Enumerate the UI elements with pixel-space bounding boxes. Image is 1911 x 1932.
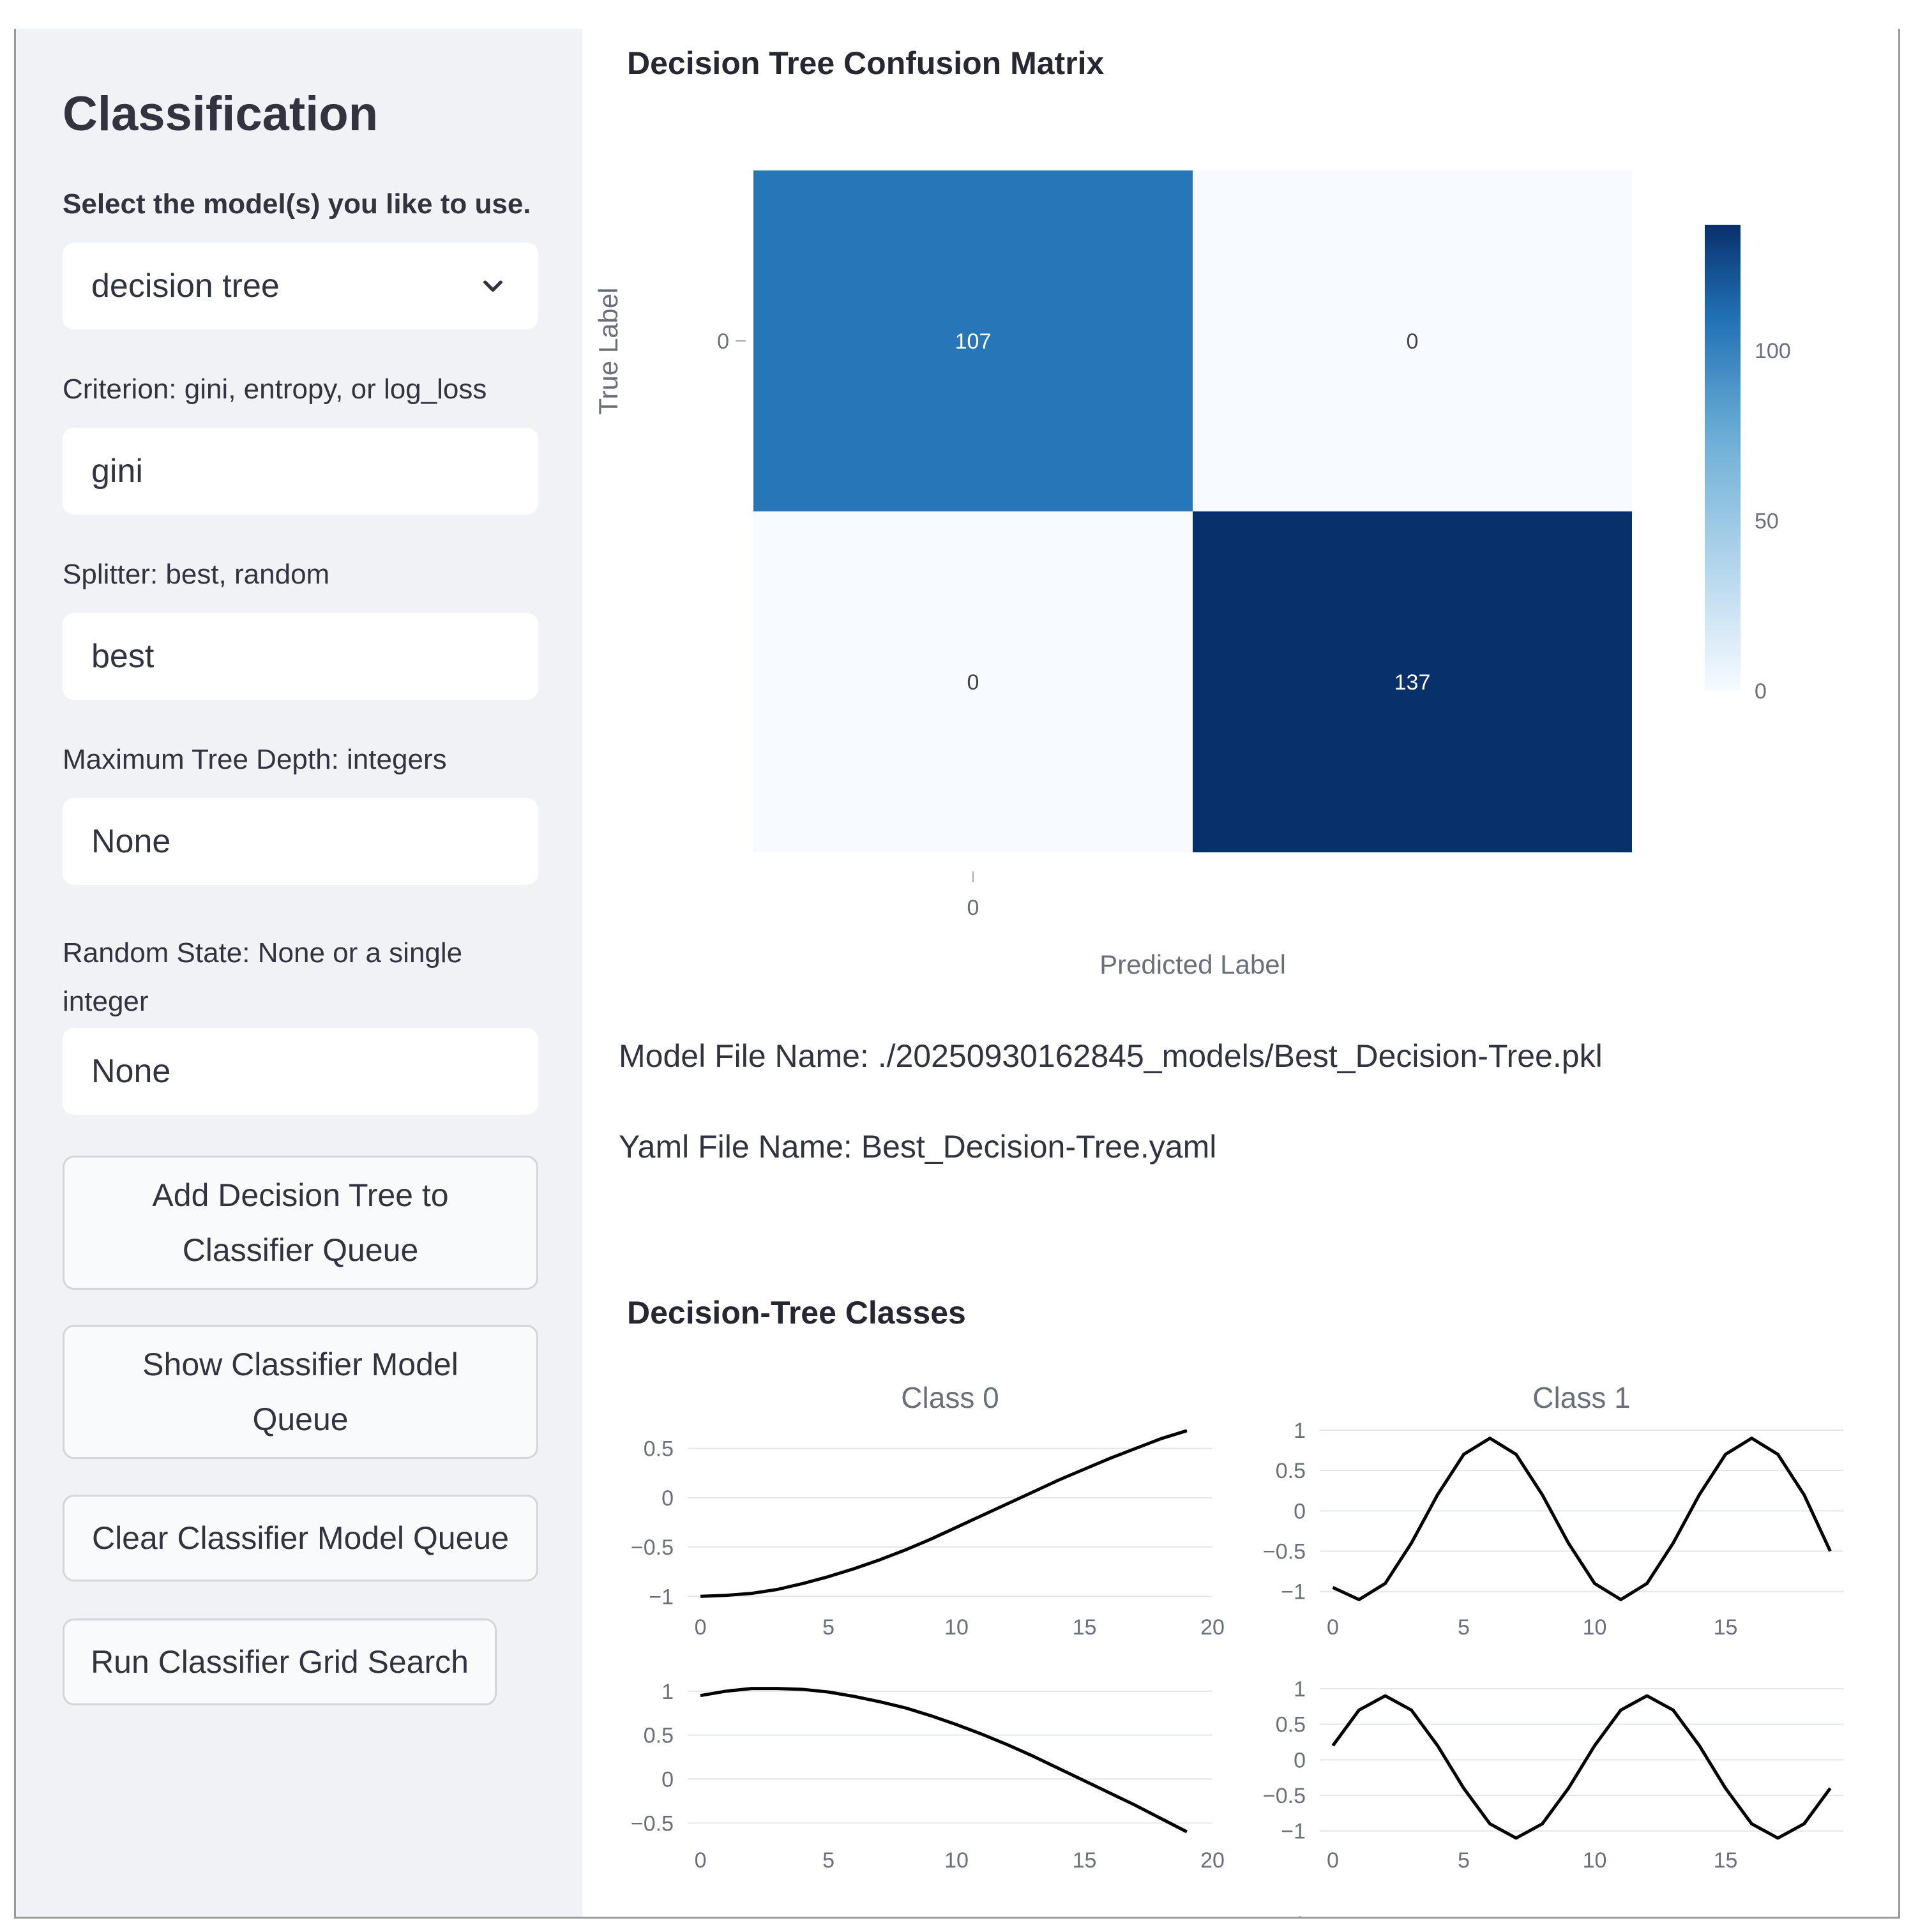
class-line-charts: Class 0 Class 10.50−0.5−10 5 10 15 2010.50−0.… — [631, 1381, 1843, 1919]
y-tick-label: 0 — [1294, 1748, 1306, 1772]
x-tick-label: 10 — [1583, 1615, 1607, 1640]
y-tick-label: 0.5 — [644, 1724, 674, 1748]
add-to-queue-button[interactable]: Add Decision Tree to Classifier Queue — [63, 1156, 538, 1290]
confusion-matrix-chart: 107 0 0 137 0 0 Predicted Label True Label 0 50 10… — [593, 170, 1791, 979]
y-tick-label: 0.5 — [1276, 1713, 1306, 1737]
show-queue-button[interactable]: Show Classifier Model Queue — [63, 1325, 538, 1459]
yaml-file-name: Yaml File Name: Best_Decision-Tree.yaml — [619, 1129, 1217, 1165]
x-tick-label: 10 — [944, 1848, 969, 1873]
model-select-value: decision tree — [91, 268, 280, 305]
y-tick-label: −0.5 — [1263, 1784, 1306, 1808]
model-select-label: Select the model(s) you like to use. — [63, 188, 531, 220]
y-tick-label: 1 — [661, 1680, 674, 1704]
x-tick-label: 0 — [695, 1848, 707, 1873]
x-tick-label: 10 — [944, 1615, 969, 1640]
sidebar: Classification Select the model(s) you l… — [16, 29, 582, 1917]
heatmap-cell-label: 0 — [1407, 329, 1419, 354]
main-panel: Decision Tree Confusion Matrix 107 0 0 137 0… — [582, 29, 1898, 1917]
y-tick-label: 0 — [661, 1486, 674, 1511]
y-tick-label: 0.5 — [1276, 1459, 1306, 1483]
y-tick-label: 1 — [1294, 1912, 1306, 1919]
x-tick-label: 15 — [1073, 1615, 1097, 1640]
model-file-name: Model File Name: ./20250930162845_models… — [619, 1038, 1603, 1074]
colorbar-tick-label: 50 — [1755, 509, 1779, 534]
x-tick-label: 5 — [822, 1615, 835, 1640]
chevron-down-icon — [483, 280, 502, 292]
line-subplot: 1 0.5 0 −0.5 0 5 10 15 20 — [631, 1680, 1225, 1873]
colorbar-tick-label: 0 — [1755, 679, 1767, 704]
x-tick-label: 15 — [1073, 1848, 1097, 1873]
y-tick-label: 0 — [1294, 1499, 1306, 1523]
line-subplot: 0.5 0 −0.5 −1 0 5 10 15 20 — [631, 1429, 1225, 1640]
x-axis-label: Predicted Label — [1099, 949, 1286, 979]
y-tick-label: −1 — [1281, 1580, 1306, 1604]
splitter-label: Splitter: best, random — [63, 559, 330, 590]
heatmap-cell — [753, 511, 1193, 852]
classes-heading: Decision-Tree Classes — [627, 1295, 966, 1331]
subplot-title: Class 1 — [1532, 1381, 1630, 1414]
x-tick-label: 0 — [967, 896, 979, 920]
y-tick-label: 0.5 — [644, 1437, 674, 1461]
sidebar-title: Classification — [63, 87, 379, 141]
line-subplot: 1 0.5 0 −0.5 −1 0 5 10 15 — [1263, 1677, 1843, 1873]
heatmap-cell-label: 107 — [955, 329, 992, 354]
series-line — [700, 1429, 1188, 1598]
x-tick-label: 0 — [695, 1615, 707, 1640]
x-tick-label: 20 — [1200, 1848, 1225, 1873]
splitter-input[interactable]: best — [63, 613, 538, 700]
run-grid-search-button[interactable]: Run Classifier Grid Search — [63, 1619, 497, 1705]
heatmap-cell-label: 0 — [967, 670, 979, 695]
subplot-title: Class 0 — [901, 1381, 999, 1414]
y-tick-label: 0 — [661, 1767, 674, 1792]
y-tick-label: 0 — [717, 329, 729, 354]
heatmap-cell — [753, 170, 1193, 511]
random-state-label: Random State: None or a single integer — [63, 937, 463, 1017]
colorbar — [1705, 225, 1741, 691]
clear-queue-button[interactable]: Clear Classifier Model Queue — [63, 1495, 538, 1581]
series-line — [700, 1687, 1188, 1834]
app-window: Classification Select the model(s) you l… — [14, 29, 1900, 1919]
x-tick-label: 15 — [1714, 1848, 1738, 1873]
x-tick-label: 5 — [1458, 1615, 1470, 1640]
max-depth-label: Maximum Tree Depth: integers — [63, 744, 447, 775]
model-select[interactable]: decision tree — [63, 243, 538, 329]
x-tick-label: 20 — [1200, 1615, 1225, 1640]
x-tick-label: 15 — [1714, 1615, 1738, 1640]
confusion-matrix-heading: Decision Tree Confusion Matrix — [627, 45, 1105, 81]
series-line — [1331, 1694, 1832, 1840]
colorbar-tick-label: 100 — [1755, 339, 1791, 363]
y-tick-label: −1 — [1281, 1820, 1306, 1844]
x-tick-label: 10 — [1583, 1848, 1607, 1873]
x-tick-label: 0 — [1327, 1615, 1339, 1640]
heatmap-cell — [1193, 170, 1632, 511]
x-tick-label: 5 — [1458, 1848, 1470, 1873]
line-subplot: 1 0.5 0 −0.5 −1 0 5 10 15 — [1263, 1419, 1843, 1640]
heatmap-cell — [1193, 511, 1632, 852]
random-state-input[interactable]: None — [63, 1028, 538, 1115]
series-line — [1332, 1437, 1832, 1601]
y-tick-label: −1 — [649, 1585, 674, 1609]
x-tick-label: 5 — [822, 1848, 835, 1873]
heatmap-cell-label: 137 — [1394, 670, 1431, 695]
max-depth-input[interactable]: None — [63, 798, 538, 885]
criterion-label: Criterion: gini, entropy, or log_loss — [63, 374, 487, 405]
y-tick-label: 1 — [1294, 1677, 1306, 1702]
y-tick-label: −0.5 — [1263, 1540, 1306, 1564]
y-tick-label: −0.5 — [631, 1536, 674, 1560]
x-tick-label: 0 — [1327, 1848, 1339, 1873]
y-tick-label: −0.5 — [631, 1811, 674, 1836]
y-tick-label: 1 — [1294, 1419, 1306, 1443]
y-axis-label: True Label — [593, 287, 623, 414]
criterion-input[interactable]: gini — [63, 428, 538, 515]
